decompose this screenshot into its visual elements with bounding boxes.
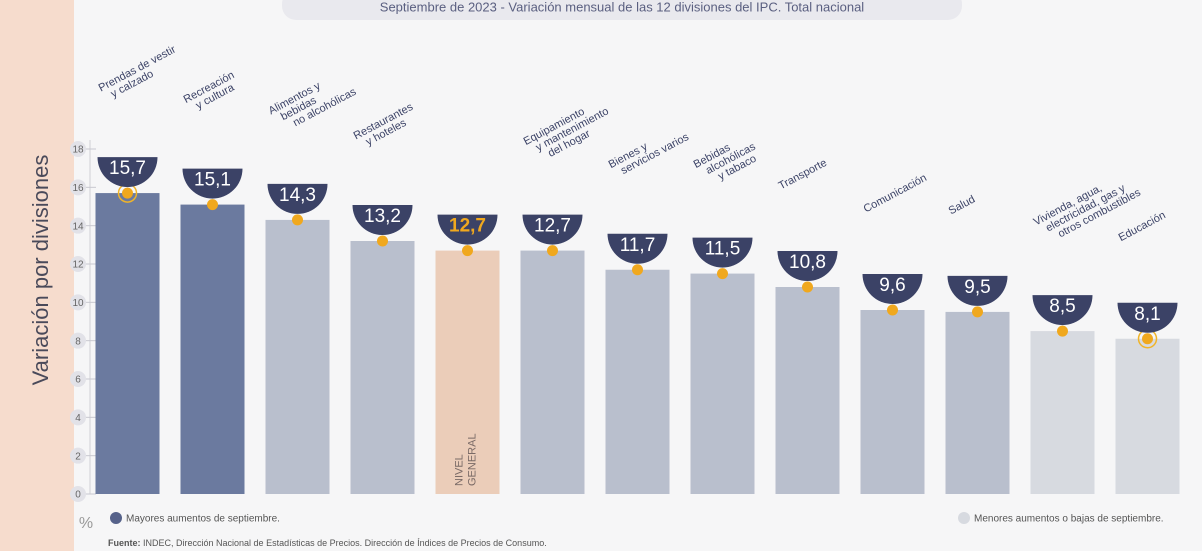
bar [350, 241, 415, 494]
value-dot [462, 245, 473, 257]
value-label: 11,5 [705, 239, 741, 260]
value-badge [777, 251, 838, 281]
tick-badge [70, 371, 86, 387]
bar [945, 311, 1010, 494]
bar [605, 269, 670, 494]
value-label: 11,7 [620, 235, 656, 256]
y-tick-label: 4 [75, 413, 81, 424]
y-tick-label: 12 [72, 260, 84, 271]
tick-badge [70, 217, 86, 234]
value-dot [292, 214, 303, 226]
unit-label: % [79, 515, 93, 532]
source-label: Fuente: [108, 538, 141, 548]
value-badge [1117, 302, 1178, 333]
category-label: NIVELGENERAL [453, 433, 478, 486]
value-dot [547, 245, 558, 257]
value-dot [717, 268, 728, 280]
value-dot [1057, 325, 1068, 337]
value-badge [352, 205, 413, 235]
value-label: 12,7 [534, 216, 571, 237]
bar [775, 287, 840, 494]
legend-label: Menores aumentos o bajas de septiembre. [974, 514, 1164, 525]
y-tick-label: 6 [75, 375, 81, 386]
y-tick-label: 10 [72, 298, 84, 309]
tick-badge [70, 486, 86, 502]
source-text: INDEC, Dirección Nacional de Estadística… [143, 538, 547, 548]
bar [1030, 331, 1095, 494]
value-badge [947, 275, 1008, 306]
tick-badge [70, 332, 86, 349]
y-tick-label: 14 [72, 221, 84, 232]
value-badge [437, 214, 498, 245]
legend-swatch [958, 512, 970, 524]
value-badge [522, 214, 583, 245]
left-band [0, 0, 74, 551]
y-tick-label: 0 [75, 490, 81, 501]
y-tick-label: 16 [72, 183, 84, 194]
y-tick-label: 8 [75, 336, 81, 347]
value-badge [692, 237, 753, 268]
bar [435, 250, 500, 494]
value-label: 14,3 [279, 185, 316, 206]
tick-badge [70, 447, 86, 464]
tick-badge [70, 141, 86, 157]
category-line: GENERAL [466, 433, 478, 486]
category-line: NIVEL [453, 454, 465, 486]
bar [265, 219, 330, 494]
value-label: 8,1 [1134, 304, 1160, 325]
bar [690, 273, 755, 494]
title-pill [282, 0, 962, 20]
value-label: 15,1 [194, 170, 231, 191]
value-label: 9,6 [879, 275, 905, 296]
bar [520, 250, 585, 494]
value-label: 10,8 [789, 252, 826, 273]
value-badge [1032, 295, 1093, 326]
value-label: 13,2 [364, 206, 401, 227]
value-dot [122, 187, 133, 199]
tick-badge [70, 256, 86, 272]
value-dot [207, 199, 218, 211]
value-dot [887, 304, 898, 316]
value-label: 8,5 [1049, 296, 1075, 317]
source: Fuente: INDEC, Dirección Nacional de Est… [108, 538, 547, 548]
y-tick-label: 18 [72, 145, 84, 156]
bar [95, 193, 160, 495]
tick-badge [70, 179, 86, 196]
bar [180, 204, 245, 495]
value-dot [802, 281, 813, 293]
y-tick-label: 2 [75, 451, 81, 462]
chart-title: Septiembre de 2023 - Variación mensual d… [380, 0, 865, 14]
value-label: 15,7 [109, 158, 146, 179]
tick-badge [70, 409, 86, 426]
value-dot [972, 306, 983, 318]
value-dot [377, 235, 388, 247]
value-dot [632, 264, 643, 276]
value-badge [182, 168, 243, 199]
tick-badge [70, 294, 86, 311]
value-badge [97, 157, 158, 188]
y-axis-label: Variación por divisiones [28, 155, 53, 386]
value-dot [1142, 333, 1153, 345]
value-badge [862, 274, 923, 305]
value-label: 12,7 [449, 216, 486, 237]
value-label: 9,5 [964, 277, 990, 298]
bar [1115, 338, 1180, 494]
legend-label: Mayores aumentos de septiembre. [126, 514, 280, 525]
bar [860, 310, 925, 494]
value-badge [607, 233, 668, 264]
value-badge [267, 183, 328, 214]
legend-swatch [110, 512, 122, 524]
